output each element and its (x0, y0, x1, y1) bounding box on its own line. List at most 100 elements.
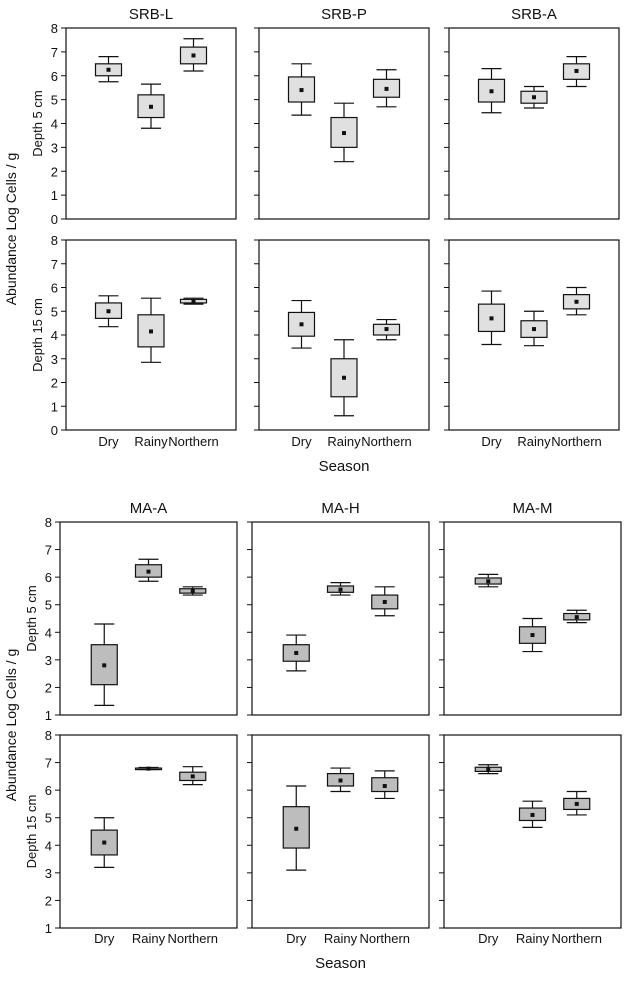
x-tick-label: Dry (291, 434, 312, 449)
y-tick-label: 5 (51, 304, 58, 319)
y-tick-label: 6 (51, 281, 58, 296)
mean-marker (382, 784, 387, 789)
mean-marker (149, 104, 153, 109)
box-rainy (326, 582, 355, 596)
box-dry (282, 785, 310, 871)
box-rainy (330, 102, 358, 163)
plot-frame (59, 734, 238, 929)
y-tick-label: 2 (51, 376, 58, 391)
y-tick-label: 3 (45, 866, 52, 881)
panel-title: SRB-P (321, 6, 367, 23)
row-label: Depth 15 cm (30, 298, 45, 372)
y-tick-label: 8 (45, 728, 52, 743)
x-tick-label: Northern (551, 931, 602, 946)
y-tick-label: 7 (51, 45, 58, 60)
x-tick-label: Rainy (132, 931, 166, 946)
mean-marker (191, 299, 196, 304)
box-northern (372, 318, 401, 341)
row-label: Depth 15 cm (24, 795, 39, 869)
plot-frame (251, 734, 430, 929)
x-tick-label: Dry (98, 434, 119, 449)
mean-marker (191, 53, 196, 58)
box-northern (372, 69, 401, 108)
panel-title: SRB-L (129, 6, 173, 23)
row-label: Depth 5 cm (24, 585, 39, 651)
mean-marker (532, 95, 536, 100)
mean-marker (486, 579, 491, 584)
box-dry (477, 290, 506, 346)
panel: Dry Rainy Northern (439, 734, 622, 946)
panel: Dry Rainy Northern (254, 239, 430, 449)
mean-marker (489, 89, 494, 94)
x-tick-label: Northern (359, 931, 410, 946)
x-tick-label: Rainy (134, 434, 168, 449)
y-tick-label: 7 (45, 756, 52, 771)
mean-marker (486, 767, 491, 772)
panel-title: MA-H (321, 500, 359, 517)
box-northern (563, 609, 591, 624)
mean-marker (530, 633, 535, 638)
box-dry (477, 67, 506, 114)
x-tick-label: Dry (94, 931, 115, 946)
y-tick-label: 3 (51, 352, 58, 367)
mean-marker (574, 801, 579, 806)
box-northern (562, 56, 591, 88)
box-northern (179, 586, 207, 596)
mean-marker (384, 86, 389, 91)
mean-marker (146, 766, 151, 771)
y-tick-label: 1 (51, 399, 58, 414)
x-tick-label: Northern (551, 434, 602, 449)
row-label: Depth 5 cm (30, 90, 45, 156)
box-northern (371, 586, 399, 617)
mean-marker (190, 774, 195, 779)
y-tick-label: 7 (45, 543, 52, 558)
mean-marker (342, 375, 346, 380)
y-tick-label: 4 (45, 838, 52, 853)
mean-marker (574, 615, 579, 620)
box-rainy (134, 558, 163, 582)
panel: Dry Rainy Northern (247, 734, 430, 946)
x-tick-label: Northern (167, 931, 218, 946)
mean-marker (294, 826, 299, 831)
mean-marker (489, 316, 494, 321)
box-rainy (330, 339, 358, 417)
y-tick-label: 2 (51, 164, 58, 179)
box-dry (90, 817, 118, 868)
plot-frame (59, 521, 238, 716)
panel (444, 27, 620, 220)
y-tick-label: 8 (45, 515, 52, 530)
box-rainy (326, 767, 355, 793)
y-tick-label: 8 (51, 21, 58, 36)
y-tick-label: 7 (51, 257, 58, 272)
y-tick-label: 0 (51, 423, 58, 438)
box-dry (94, 56, 123, 83)
x-tick-label: Dry (481, 434, 502, 449)
mean-marker (299, 88, 304, 93)
panel: 1 2 3 4 5 6 7 8 Dry Rainy Northern (45, 728, 238, 946)
plot-frame (443, 521, 622, 716)
y-tick-label: 2 (45, 893, 52, 908)
x-tick-label: Rainy (324, 931, 358, 946)
y-tick-label: 0 (51, 212, 58, 227)
panel (247, 521, 430, 716)
chart-block-bottom: MA-A MA-H MA-M Depth 5 cm Depth 15 cm Abundan… (3, 500, 622, 972)
panel-title: MA-A (130, 500, 168, 517)
mean-marker (342, 131, 346, 136)
box-rainy (134, 766, 163, 771)
y-tick-label: 5 (45, 811, 52, 826)
x-tick-label: Dry (478, 931, 499, 946)
box-dry (94, 295, 123, 328)
box-northern (371, 770, 399, 800)
y-tick-label: 1 (45, 708, 52, 723)
mean-marker (384, 327, 389, 332)
x-tick-label: Rainy (516, 931, 550, 946)
mean-marker (574, 68, 579, 73)
mean-marker (294, 650, 299, 655)
chart-block-top: SRB-L SRB-P SRB-A Depth 5 cm Depth 15 cm Abun… (3, 6, 620, 475)
panel: 1 2 3 4 5 6 7 8 (45, 515, 238, 723)
x-tick-label: Northern (361, 434, 412, 449)
y-tick-label: 2 (45, 680, 52, 695)
mean-marker (149, 329, 153, 334)
mean-marker (532, 327, 536, 332)
